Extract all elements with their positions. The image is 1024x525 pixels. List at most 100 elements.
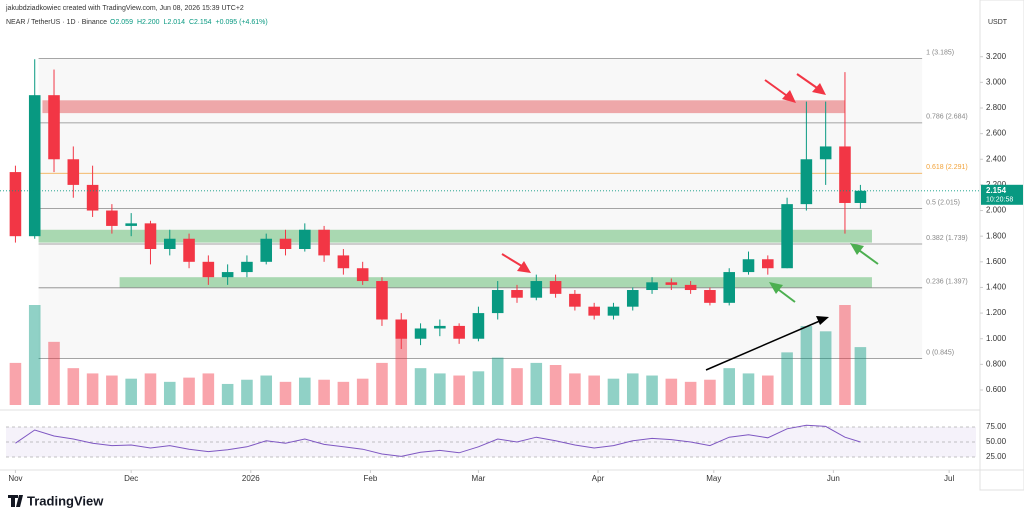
fib-label: 1 (3.185) (926, 49, 954, 56)
volume-bar (86, 373, 99, 405)
candle-body (491, 290, 504, 314)
volume-bar (549, 365, 562, 405)
volume-bar (241, 379, 253, 405)
volume-bar (106, 375, 118, 405)
volume-bar (704, 379, 716, 405)
volume-bar (356, 378, 369, 405)
last-price-box (981, 184, 1023, 205)
plot: 0.600 0.800 1.000 1.200 1.400 1.600 1.800 2.000… (0, 49, 1023, 483)
candle-body (607, 306, 620, 316)
volume-bar (221, 383, 234, 405)
candle-body (67, 159, 80, 185)
y-tick-label: 2.200 (986, 180, 1007, 189)
candle-body (318, 229, 330, 256)
brand: TradingView (27, 493, 104, 508)
x-tick-label: Jun (827, 474, 840, 483)
candle-body (819, 146, 832, 160)
candle-body (588, 306, 600, 316)
volume-bar (588, 375, 600, 405)
volume-bar (819, 331, 832, 405)
currency: USDT (988, 19, 1008, 26)
candle-body (704, 290, 716, 303)
volume-bar (395, 331, 408, 405)
volume-bar (299, 377, 311, 405)
fib-label: 0.618 (2.291) (926, 164, 968, 171)
rsi-line (15, 424, 861, 457)
fib-label: 0 (0.845) (926, 349, 954, 356)
logo-mark (8, 495, 23, 507)
arrow-head (816, 316, 829, 325)
y-tick-label: 2.600 (986, 129, 1007, 138)
candle-body (762, 259, 774, 269)
candle-body (434, 325, 446, 329)
volume-bar (569, 373, 581, 405)
arrow-head (517, 261, 531, 273)
candle-body (414, 328, 427, 339)
zone (42, 100, 845, 114)
candle-body (472, 313, 485, 339)
volume-bar (376, 362, 388, 405)
countdown: 10:20:58 (986, 197, 1013, 204)
fib-label: 0.382 (1.739) (926, 235, 968, 242)
y-tick-label: 3.000 (986, 77, 1007, 86)
volume-bar (125, 378, 137, 405)
rsi-tick-label: 50.00 (986, 437, 1007, 446)
candle-body (626, 290, 639, 307)
ohlc-value: L2.014 (164, 19, 186, 26)
candle-body (9, 172, 22, 237)
annotations (501, 73, 879, 371)
arrow-head (782, 90, 796, 103)
candle-body (665, 282, 678, 285)
volume-bar (260, 375, 273, 405)
volume-bar (781, 352, 793, 405)
candle-body (163, 238, 176, 249)
volume-bar (9, 362, 22, 405)
x-tick-label: Mar (472, 474, 486, 483)
y-tick-label: 0.600 (986, 385, 1007, 394)
volume-bar (723, 368, 735, 405)
arrow-head (769, 282, 783, 294)
y-tick-label: 2.800 (986, 103, 1007, 112)
volume-bar (163, 381, 176, 405)
candle-body (646, 282, 658, 291)
volume-bar (646, 375, 658, 405)
volume-bar (742, 373, 755, 405)
y-tick-label: 2.400 (986, 154, 1007, 163)
x-tick-label: May (706, 474, 721, 483)
volume-bar (800, 326, 813, 405)
ohlc-value: H2.200 (137, 19, 160, 26)
logo: TradingView (8, 493, 104, 508)
candle-body (376, 281, 388, 320)
candle-body (202, 261, 215, 278)
candle-body (183, 238, 195, 262)
y-tick-label: 2.000 (986, 206, 1007, 215)
candle-body (742, 259, 755, 273)
last-price-label: 2.154 (986, 186, 1007, 195)
fib-label: 0.786 (2.684) (926, 114, 968, 121)
candle-body (144, 223, 157, 249)
volume-bar (684, 381, 697, 405)
candle-body (241, 261, 253, 273)
y-tick-label: 0.800 (986, 359, 1007, 368)
zone (119, 277, 872, 288)
volume-bar (28, 305, 41, 405)
ohlc-legend: O2.059 H2.200 L2.014 C2.154 +0.095 (+4.61%) (110, 19, 268, 26)
price-axis (979, 0, 1024, 491)
candle-body (106, 210, 118, 226)
volume-bar (434, 373, 446, 405)
y-tick-label: 1.600 (986, 257, 1007, 266)
volume-bar (839, 305, 851, 405)
volume-bar (472, 371, 485, 405)
x-tick-label: Jul (944, 474, 954, 483)
volume-bar (183, 377, 195, 405)
candle-body (549, 281, 562, 294)
volume-bar (48, 341, 60, 405)
candle-body (530, 281, 543, 298)
candle-body (395, 319, 408, 339)
y-tick-label: 1.400 (986, 283, 1007, 292)
candle-body (260, 238, 273, 262)
trend-arrow (705, 319, 823, 371)
credit: jakubdziadkowiec created with TradingVie… (5, 5, 244, 12)
